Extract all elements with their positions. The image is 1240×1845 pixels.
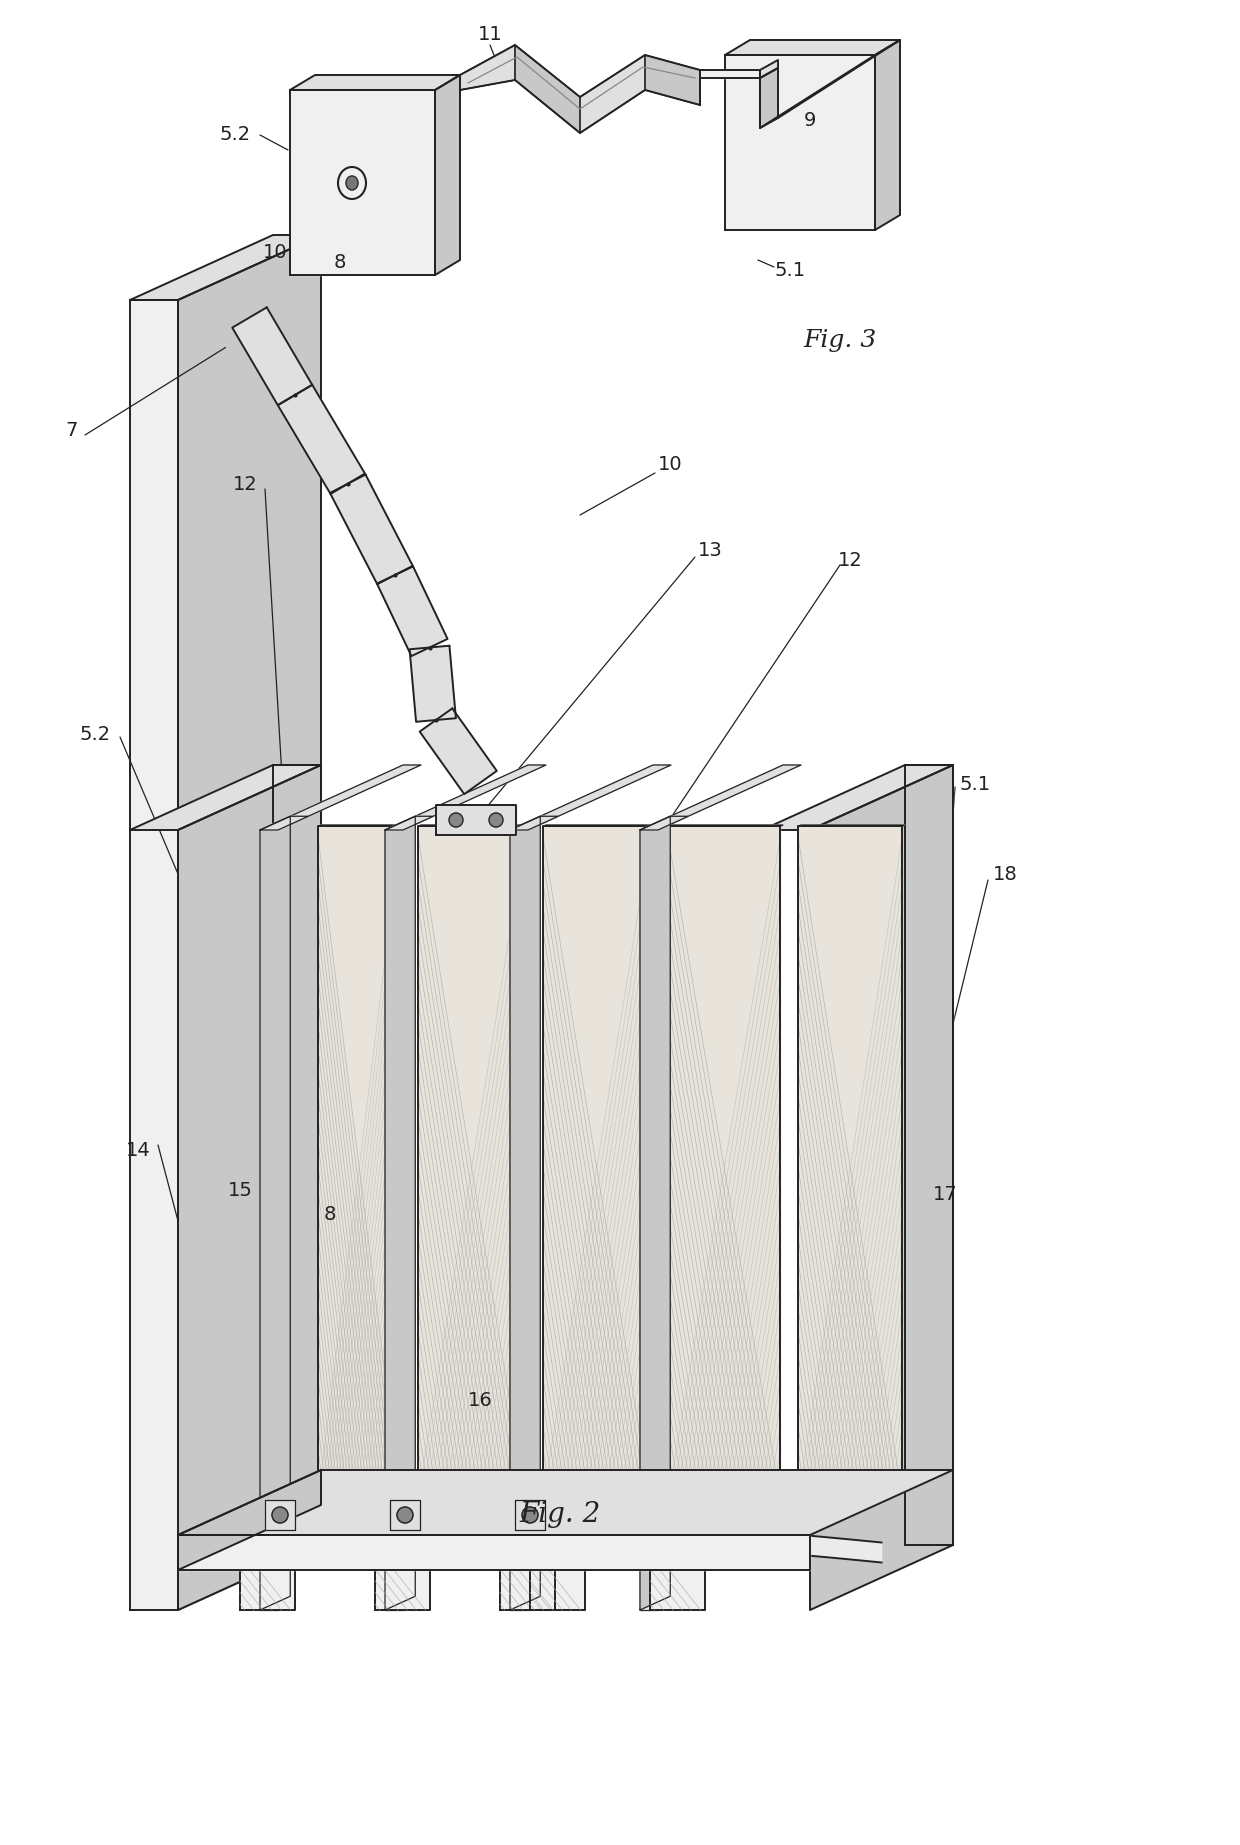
Polygon shape	[725, 41, 900, 55]
Polygon shape	[436, 804, 516, 836]
Polygon shape	[241, 1518, 342, 1541]
Circle shape	[489, 814, 503, 827]
Polygon shape	[249, 1526, 882, 1563]
Polygon shape	[241, 1541, 295, 1611]
Polygon shape	[419, 708, 497, 793]
Text: 9: 9	[804, 111, 816, 129]
Polygon shape	[260, 815, 290, 1611]
Polygon shape	[391, 1500, 420, 1530]
Polygon shape	[179, 766, 321, 1611]
Polygon shape	[319, 827, 401, 1487]
Text: 18: 18	[993, 865, 1017, 884]
Polygon shape	[725, 55, 875, 231]
Polygon shape	[875, 41, 900, 231]
Polygon shape	[580, 55, 645, 133]
Polygon shape	[130, 766, 321, 830]
Polygon shape	[130, 234, 321, 301]
Polygon shape	[290, 76, 460, 90]
Polygon shape	[179, 234, 321, 1611]
Circle shape	[272, 1507, 288, 1522]
Polygon shape	[377, 566, 448, 657]
Text: 15: 15	[228, 1181, 253, 1199]
Polygon shape	[384, 766, 546, 830]
Polygon shape	[529, 1518, 632, 1541]
Polygon shape	[668, 827, 780, 1487]
Text: Fig. 3: Fig. 3	[804, 328, 877, 352]
Polygon shape	[543, 827, 650, 1487]
Text: 11: 11	[477, 26, 502, 44]
Polygon shape	[384, 815, 433, 830]
Text: 5.1: 5.1	[775, 260, 806, 279]
Polygon shape	[510, 766, 671, 830]
Text: 8: 8	[334, 253, 346, 273]
Polygon shape	[760, 68, 777, 127]
Polygon shape	[260, 830, 278, 1611]
Polygon shape	[330, 474, 413, 585]
Polygon shape	[179, 1470, 954, 1535]
Polygon shape	[232, 308, 312, 406]
Polygon shape	[265, 1500, 295, 1530]
Text: 5.1: 5.1	[960, 775, 991, 795]
Text: 10: 10	[263, 242, 288, 262]
Text: 13: 13	[698, 541, 723, 559]
Polygon shape	[510, 815, 558, 830]
Polygon shape	[384, 830, 403, 1611]
Polygon shape	[640, 766, 801, 830]
Polygon shape	[409, 646, 456, 721]
Text: 16: 16	[467, 1391, 492, 1410]
Polygon shape	[529, 1541, 585, 1611]
Polygon shape	[130, 301, 179, 1611]
Text: Fig. 2: Fig. 2	[520, 1502, 600, 1528]
Text: 17: 17	[932, 1186, 957, 1205]
Polygon shape	[701, 70, 760, 77]
Polygon shape	[515, 44, 580, 133]
Text: 12: 12	[838, 550, 862, 570]
Polygon shape	[515, 1500, 546, 1530]
Polygon shape	[500, 1541, 556, 1611]
Polygon shape	[650, 1518, 753, 1541]
Polygon shape	[260, 815, 309, 830]
Polygon shape	[645, 55, 701, 105]
Polygon shape	[760, 61, 777, 77]
Polygon shape	[179, 1535, 810, 1570]
Polygon shape	[810, 766, 954, 1611]
Text: 7: 7	[66, 421, 78, 439]
Text: 10: 10	[657, 456, 682, 474]
Polygon shape	[763, 766, 954, 830]
Polygon shape	[460, 44, 515, 90]
Text: 12: 12	[233, 476, 258, 494]
Polygon shape	[278, 386, 365, 494]
Circle shape	[522, 1507, 538, 1522]
Polygon shape	[640, 830, 658, 1611]
Text: 14: 14	[125, 1140, 150, 1159]
Text: 5.2: 5.2	[79, 725, 110, 745]
Polygon shape	[179, 1470, 321, 1570]
Circle shape	[397, 1507, 413, 1522]
Polygon shape	[260, 766, 422, 830]
Polygon shape	[640, 815, 671, 1611]
Polygon shape	[273, 766, 321, 1544]
Polygon shape	[384, 815, 415, 1611]
Polygon shape	[500, 1518, 603, 1541]
Polygon shape	[905, 766, 954, 1544]
Ellipse shape	[346, 175, 358, 190]
Polygon shape	[418, 827, 526, 1487]
Polygon shape	[640, 815, 688, 830]
Polygon shape	[290, 90, 435, 275]
Text: 8: 8	[324, 1205, 336, 1225]
Text: 5.2: 5.2	[219, 125, 250, 144]
Polygon shape	[374, 1518, 477, 1541]
Circle shape	[449, 814, 463, 827]
Polygon shape	[510, 830, 528, 1611]
Polygon shape	[799, 827, 903, 1487]
Polygon shape	[510, 815, 541, 1611]
Polygon shape	[374, 1541, 430, 1611]
Polygon shape	[650, 1541, 706, 1611]
Polygon shape	[435, 76, 460, 275]
